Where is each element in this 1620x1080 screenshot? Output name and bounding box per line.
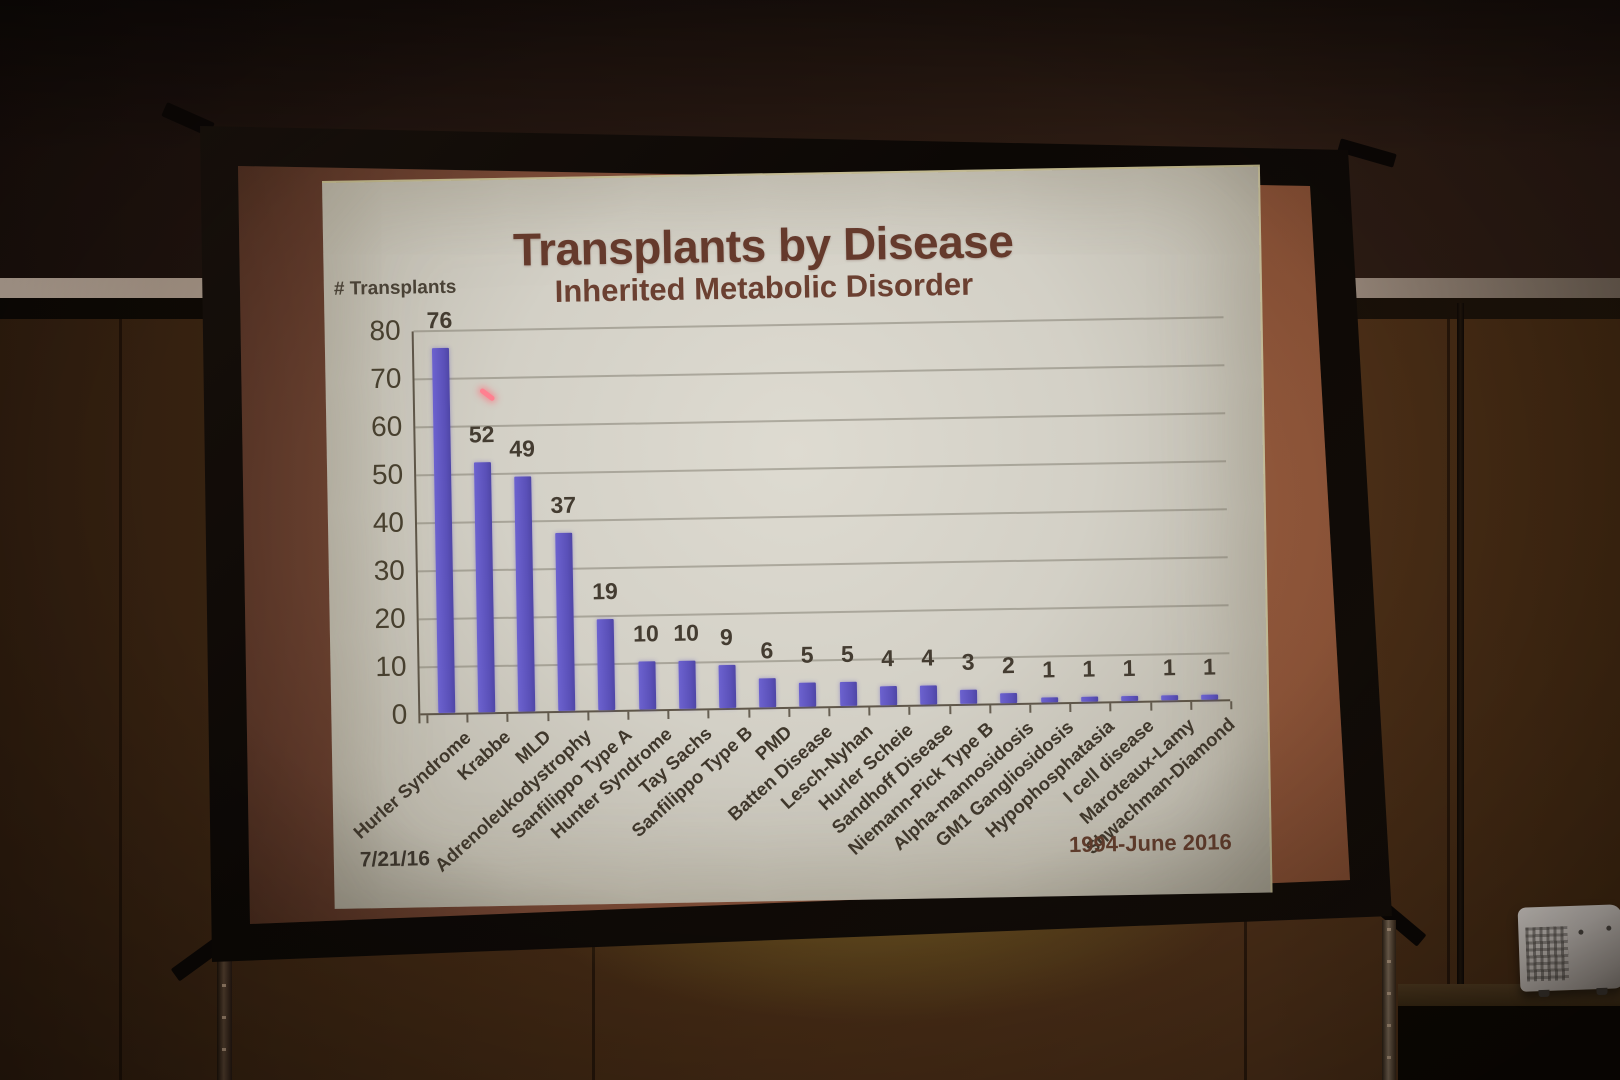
bar — [596, 618, 616, 711]
bar — [637, 661, 656, 710]
y-axis-tick-label: 80 — [369, 314, 401, 347]
x-tick-mark — [506, 713, 509, 722]
stand-bracket-right — [1382, 920, 1396, 1080]
x-tick-mark — [948, 706, 951, 715]
gridline — [414, 364, 1225, 381]
bar-value-label: 49 — [509, 435, 536, 462]
wall-panel-seam — [1447, 319, 1450, 1080]
slide-period-label: 1994-June 2016 — [1068, 829, 1232, 858]
bar — [514, 476, 536, 712]
y-axis-tick-label: 0 — [391, 698, 408, 730]
x-tick-mark — [988, 705, 992, 714]
x-tick-mark — [466, 714, 469, 723]
x-category-label: Hurler Syndrome — [348, 726, 475, 843]
projector-button-dot — [1578, 929, 1584, 935]
x-tick-mark — [426, 715, 429, 724]
gridline — [418, 604, 1229, 621]
gridline — [413, 316, 1224, 333]
projector-foot — [1538, 989, 1550, 998]
y-axis-tick-label: 30 — [373, 554, 406, 587]
y-axis-tick-label: 10 — [375, 650, 407, 683]
x-tick-mark — [546, 713, 549, 722]
y-axis-line — [411, 331, 421, 724]
x-tick-mark — [868, 707, 871, 716]
x-tick-mark — [1149, 702, 1152, 711]
x-tick-mark — [707, 710, 710, 719]
x-tick-mark — [1069, 704, 1072, 713]
bar — [1040, 697, 1058, 703]
screen-stand-pole — [1457, 303, 1464, 1008]
projector-button-dot — [1606, 925, 1612, 931]
x-tick-mark — [908, 706, 911, 715]
y-axis-title: # Transplants — [333, 276, 457, 300]
bar — [1000, 693, 1018, 704]
x-tick-mark — [667, 711, 670, 720]
bar — [879, 685, 897, 706]
bar-value-label: 1 — [1202, 653, 1217, 680]
x-tick-mark — [747, 709, 750, 718]
projector-vent-grid — [1525, 926, 1570, 982]
bar — [1161, 695, 1179, 701]
chart-plot: 76 Hurler Syndrome 52 Krabbe 49 MLD 37 Adrenole… — [349, 307, 1238, 876]
x-tick-mark — [1230, 701, 1233, 710]
x-tick-mark — [627, 711, 630, 720]
bar-value-label: 19 — [591, 577, 619, 605]
bar — [1121, 696, 1139, 702]
bar — [718, 664, 737, 709]
y-axis-tick-label: 50 — [371, 458, 404, 491]
x-tick-mark — [787, 708, 791, 717]
gridline — [417, 556, 1228, 573]
x-tick-mark — [1029, 704, 1032, 713]
bar-value-label: 37 — [550, 492, 577, 519]
bar — [839, 681, 857, 707]
y-axis-tick-label: 70 — [370, 362, 402, 395]
bar — [431, 348, 455, 714]
bar — [555, 533, 576, 711]
projection-screen-frame: Transplants by Disease Inherited Metabol… — [200, 126, 1392, 962]
gridline — [415, 412, 1226, 429]
y-axis-tick-label: 20 — [374, 602, 406, 635]
bar — [473, 462, 495, 713]
equipment-table-front — [1398, 1006, 1620, 1080]
x-tick-mark — [1109, 703, 1112, 712]
bar — [919, 685, 938, 705]
x-tick-mark — [1189, 701, 1193, 710]
y-axis-tick-label: 40 — [372, 506, 405, 539]
projector-device — [1517, 904, 1620, 998]
wall-panel-seam — [119, 319, 122, 1080]
bar — [758, 678, 777, 708]
bar — [1080, 696, 1098, 702]
projector-foot — [1596, 987, 1608, 996]
stand-bracket-left — [217, 944, 232, 1080]
projected-slide: Transplants by Disease Inherited Metabol… — [322, 164, 1273, 909]
bar-value-label: 76 — [426, 306, 453, 334]
bar — [960, 689, 978, 704]
bar — [799, 682, 817, 707]
x-tick-mark — [587, 712, 590, 721]
bar — [1201, 694, 1219, 700]
x-tick-mark — [828, 708, 831, 717]
y-axis-tick-label: 60 — [370, 410, 403, 443]
slide-date-stamp: 7/21/16 — [359, 847, 431, 872]
bar — [678, 660, 696, 709]
gridline — [416, 460, 1227, 477]
